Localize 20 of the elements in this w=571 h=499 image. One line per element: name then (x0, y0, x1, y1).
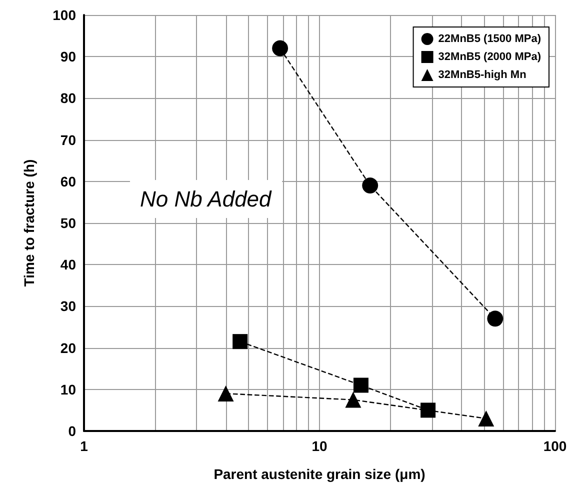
y-tick-label: 10 (60, 381, 76, 398)
y-tick-label: 20 (60, 340, 76, 356)
x-tick-label: 10 (312, 438, 328, 454)
y-tick-label: 0 (68, 423, 76, 439)
annotation: No Nb Added (140, 186, 272, 212)
y-tick-label: 60 (60, 173, 76, 190)
y-tick-label: 70 (60, 132, 76, 148)
legend-label: 22MnB5 (1500 MPa) (438, 33, 542, 45)
y-tick-label: 90 (60, 48, 76, 65)
y-tick-label: 50 (60, 215, 76, 231)
y-tick-label: 30 (60, 298, 76, 314)
x-tick-label: 1 (80, 438, 88, 454)
x-tick-label: 100 (543, 438, 567, 454)
y-axis-title: Time to fracture (h) (21, 159, 37, 287)
x-axis-title: Parent austenite grain size (μm) (214, 466, 426, 482)
y-tick-label: 100 (52, 7, 76, 23)
y-tick-label: 80 (60, 90, 76, 106)
legend-label: 32MnB5 (2000 MPa) (438, 51, 542, 63)
y-tick-label: 40 (60, 256, 76, 273)
legend-label: 32MnB5-high Mn (438, 69, 527, 81)
